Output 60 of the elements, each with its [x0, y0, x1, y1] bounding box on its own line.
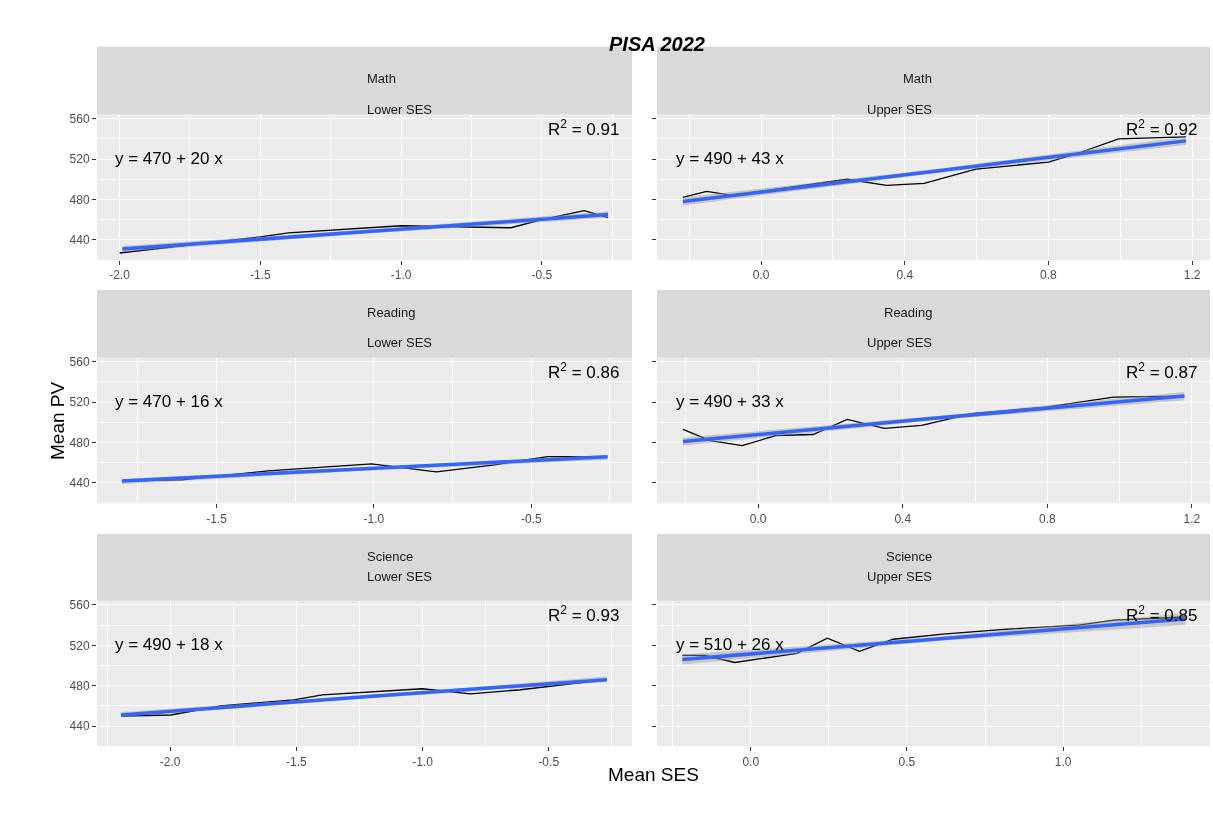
- y-tick-label: 520: [69, 395, 90, 410]
- x-tick-label: 0.4: [894, 511, 912, 526]
- y-tick-label: 520: [69, 152, 90, 167]
- y-tick-label: 440: [69, 233, 90, 248]
- x-axis-title: Mean SES: [608, 764, 699, 785]
- x-tick-label: -0.5: [538, 754, 560, 769]
- chart-subtitle: Upper SES: [867, 102, 933, 117]
- x-tick-label: 1.0: [1054, 754, 1072, 769]
- x-tick-label: 0.8: [1039, 511, 1057, 526]
- y-tick-label: 560: [69, 598, 90, 613]
- y-tick-label: 480: [69, 678, 90, 693]
- chart-title: Science: [886, 549, 933, 564]
- annotation: R$^{2}$ = 0.87: [1126, 360, 1198, 383]
- y-axis-title: Mean PV: [47, 381, 69, 460]
- x-tick-label: 0.0: [752, 268, 770, 283]
- x-tick-label: -2.0: [109, 268, 131, 283]
- chart-title: Reading: [367, 305, 416, 320]
- x-tick-label: -1.0: [390, 268, 412, 283]
- annotation: R$^{2}$ = 0.93: [548, 603, 620, 626]
- x-tick-label: 0.0: [742, 754, 760, 769]
- y-tick-label: 440: [69, 476, 90, 491]
- x-tick-label: -2.0: [159, 754, 181, 769]
- x-tick-label: -0.5: [531, 268, 553, 283]
- y-tick-label: 480: [69, 192, 90, 207]
- x-tick-label: -1.5: [286, 754, 308, 769]
- y-tick-label: 560: [69, 354, 90, 369]
- y-tick-label: 480: [69, 435, 90, 450]
- chart-subtitle: Lower SES: [367, 335, 433, 350]
- x-tick-label: 0.8: [1040, 268, 1058, 283]
- annotation: R$^{2}$ = 0.91: [548, 117, 620, 140]
- chart-title: Math: [903, 71, 932, 86]
- annotation: R$^{2}$ = 0.86: [548, 360, 620, 383]
- x-tick-label: 1.2: [1183, 268, 1201, 283]
- x-tick-label: 0.0: [749, 511, 767, 526]
- x-tick-label: -1.0: [412, 754, 434, 769]
- y-tick-label: 520: [69, 638, 90, 653]
- annotation: y = 490 + 43 x: [676, 149, 785, 168]
- x-tick-label: -1.5: [206, 511, 228, 526]
- y-tick-label: 440: [69, 719, 90, 734]
- annotation: y = 470 + 16 x: [115, 392, 224, 411]
- chart-subtitle: Upper SES: [867, 569, 933, 584]
- chart-title: Reading: [884, 305, 933, 320]
- text: PISA 2022: [609, 33, 705, 55]
- x-tick-label: 0.4: [896, 268, 914, 283]
- annotation: y = 470 + 20 x: [115, 149, 224, 168]
- x-tick-label: 1.2: [1183, 511, 1201, 526]
- annotation: y = 490 + 18 x: [115, 635, 224, 654]
- x-tick-label: -1.5: [249, 268, 271, 283]
- y-tick-label: 560: [69, 111, 90, 126]
- chart-subtitle: Upper SES: [867, 335, 933, 350]
- x-tick-label: -0.5: [520, 511, 542, 526]
- chart-title: Science: [367, 549, 414, 564]
- x-tick-label: -1.0: [363, 511, 385, 526]
- annotation: y = 510 + 26 x: [676, 635, 785, 654]
- chart-subtitle: Lower SES: [367, 569, 433, 584]
- chart-title: Math: [367, 71, 396, 86]
- x-tick-label: 0.5: [898, 754, 916, 769]
- annotation: R$^{2}$ = 0.92: [1126, 117, 1198, 140]
- chart-subtitle: Lower SES: [367, 102, 433, 117]
- annotation: y = 490 + 33 x: [676, 392, 785, 411]
